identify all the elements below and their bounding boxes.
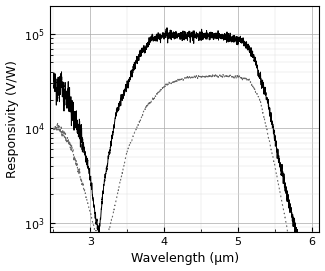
X-axis label: Wavelength (μm): Wavelength (μm) [131, 253, 239, 265]
Y-axis label: Responsivity (V/W): Responsivity (V/W) [6, 60, 19, 178]
